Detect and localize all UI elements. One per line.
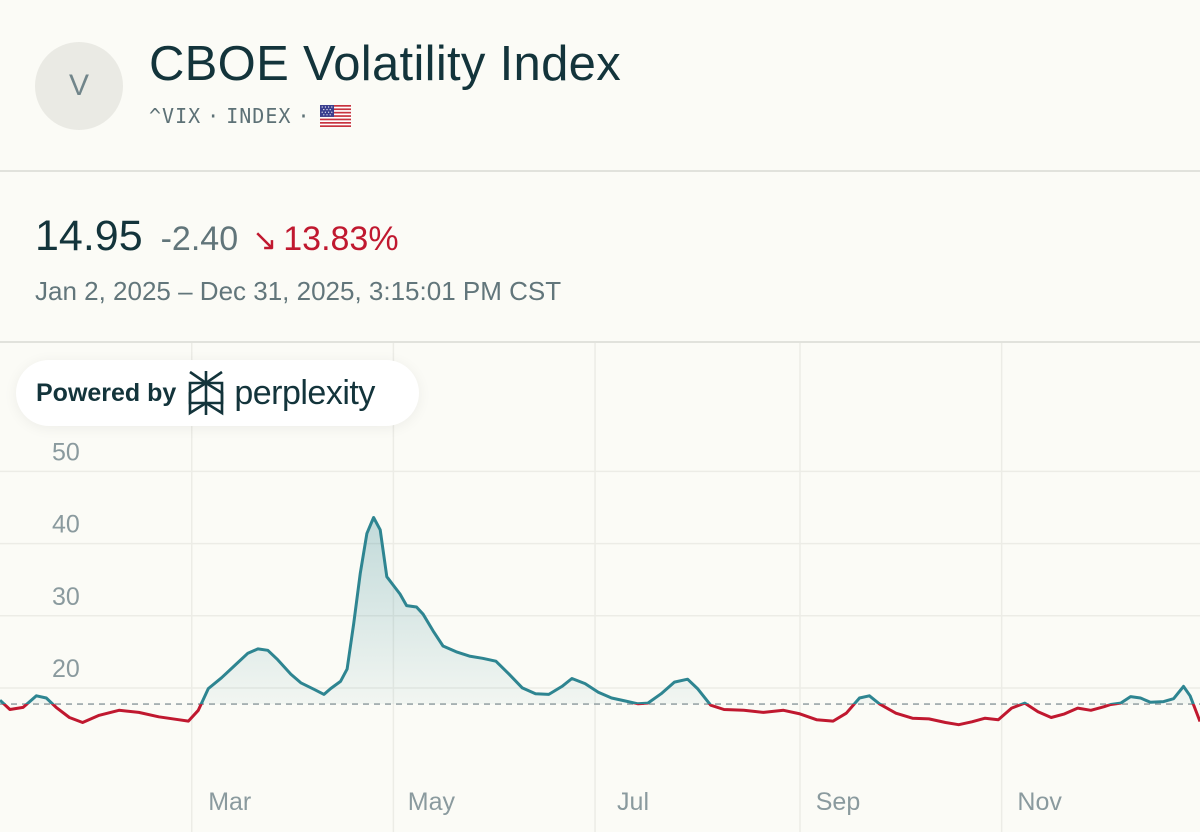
y-tick-label: 20 (52, 655, 80, 683)
x-tick-label: Mar (208, 788, 251, 816)
us-flag-icon (320, 105, 352, 127)
separator: · (207, 104, 221, 128)
vix-line-chart[interactable]: 20 30 40 50 Mar May Jul Sep Nov (0, 343, 1200, 832)
exchange-label: INDEX (226, 104, 292, 128)
perplexity-logo-icon (189, 370, 224, 416)
y-tick-label: 40 (52, 511, 80, 539)
perplexity-brand: perplexity (234, 373, 375, 412)
ticker-symbol: ^VIX (149, 104, 202, 128)
x-tick-label: Jul (617, 788, 649, 816)
x-tick-label: Nov (1017, 788, 1062, 816)
quote-row: 14.95 -2.40 ↘ 13.83% (35, 212, 399, 261)
page-title: CBOE Volatility Index (149, 37, 622, 91)
powered-by-label: Powered by (36, 378, 177, 407)
y-axis: 20 30 40 50 (52, 438, 80, 683)
x-axis: Mar May Jul Sep Nov (208, 788, 1062, 816)
header: V CBOE Volatility Index ^VIX · INDEX · (0, 0, 1200, 172)
price-change: -2.40 (160, 220, 239, 258)
x-tick-label: May (408, 788, 456, 816)
current-price: 14.95 (35, 212, 143, 260)
powered-by-badge[interactable]: Powered by perplexity (16, 360, 419, 426)
quote-divider (0, 341, 1200, 343)
ticker-line: ^VIX · INDEX · (149, 104, 352, 128)
date-range: Jan 2, 2025 – Dec 31, 2025, 3:15:01 PM C… (35, 276, 562, 306)
trend-down-icon: ↘ (252, 224, 278, 257)
avatar: V (35, 42, 123, 130)
y-tick-label: 50 (52, 438, 80, 466)
percent-change: ↘ 13.83% (252, 220, 398, 259)
chart-grid (0, 343, 1200, 832)
series-line-above (0, 516, 1195, 705)
percent-change-value: 13.83% (283, 220, 399, 258)
separator: · (297, 104, 311, 128)
y-tick-label: 30 (52, 583, 80, 611)
header-divider (0, 170, 1200, 172)
x-tick-label: Sep (816, 788, 860, 816)
series-line-below (1, 704, 1200, 727)
